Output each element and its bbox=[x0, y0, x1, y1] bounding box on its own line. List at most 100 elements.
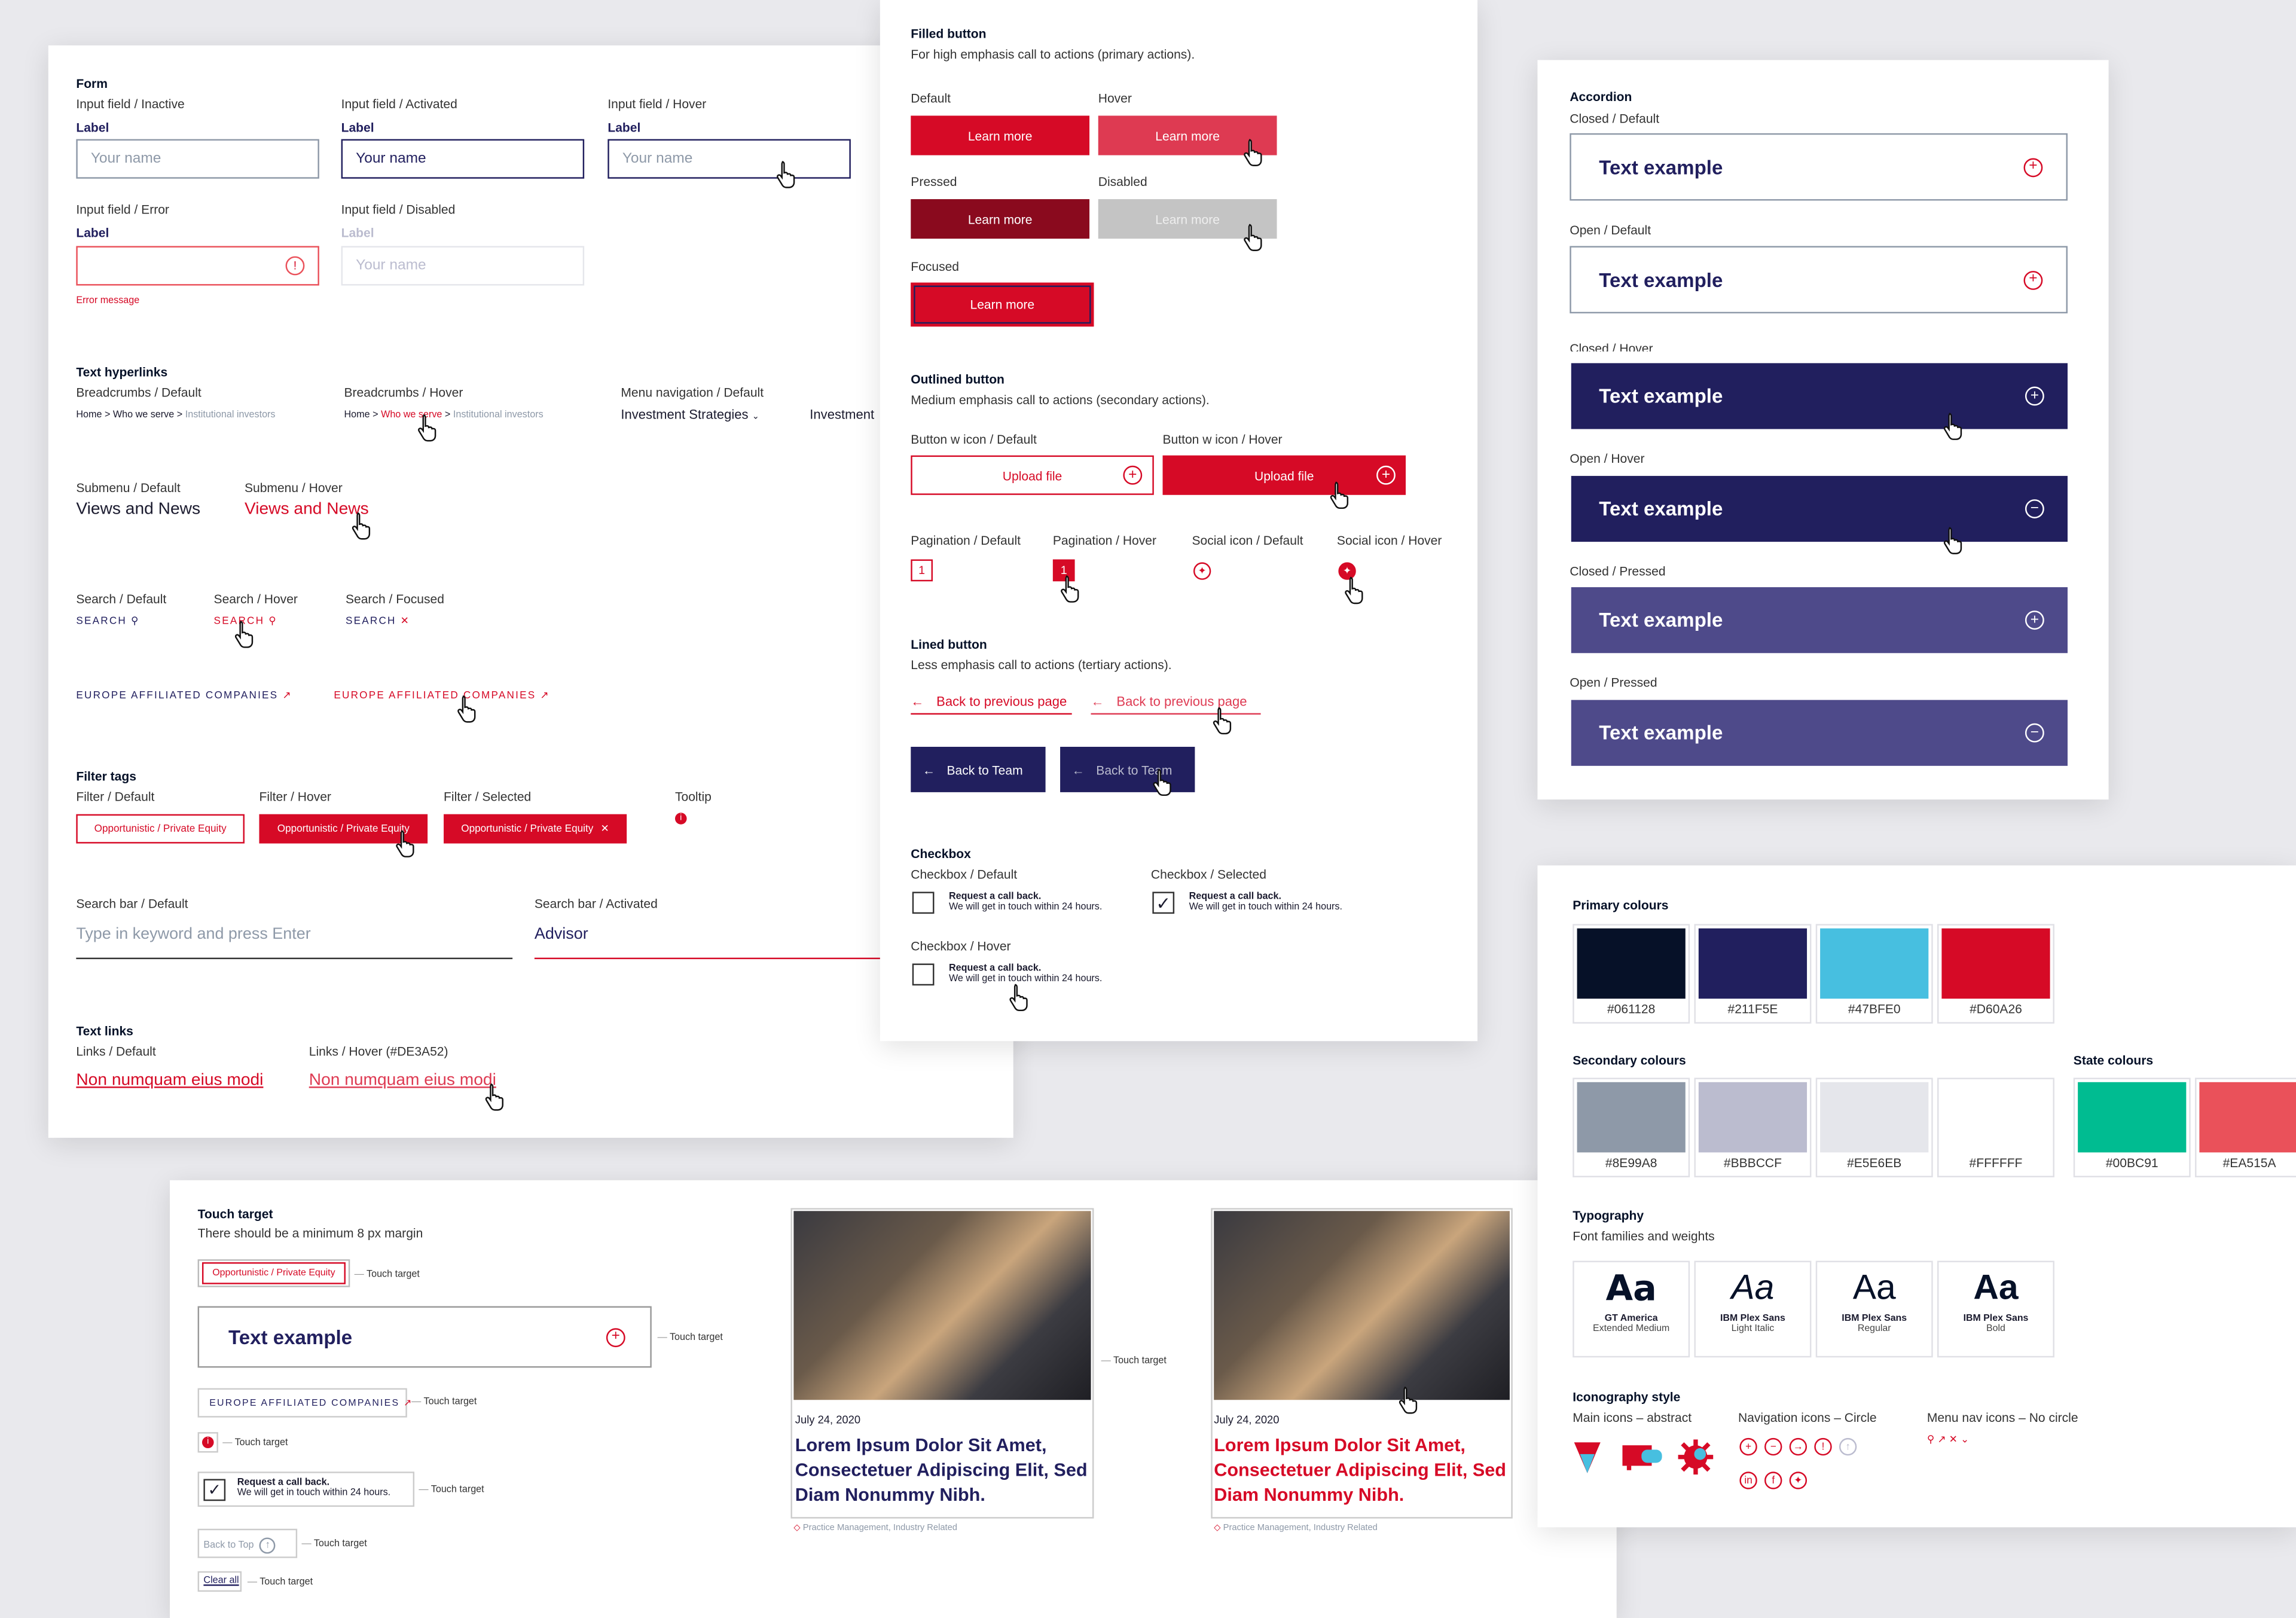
presentation-icon bbox=[1622, 1445, 1662, 1470]
name-input-inactive[interactable]: Your name bbox=[76, 139, 319, 179]
card-title: Lorem Ipsum Dolor Sit Amet, Consectetuer… bbox=[1214, 1435, 1506, 1505]
caption-pressed: Pressed bbox=[911, 174, 957, 189]
text-link-hover[interactable]: Non numquam eius modi bbox=[309, 1071, 496, 1090]
close-icon: ✕ bbox=[400, 616, 411, 627]
pagination-item[interactable]: 1 bbox=[911, 559, 933, 582]
affiliated-link[interactable]: EUROPE AFFILIATED COMPANIES ↗ bbox=[209, 1397, 413, 1409]
card-tag[interactable]: Industry Related bbox=[1313, 1524, 1378, 1534]
affiliated-link[interactable]: EUROPE AFFILIATED COMPANIES ↗ bbox=[76, 689, 292, 701]
search-label: SEARCH bbox=[76, 616, 127, 627]
checkbox-checked[interactable]: ✓ bbox=[1152, 892, 1175, 914]
learn-more-button-focused[interactable]: Learn more bbox=[911, 282, 1094, 327]
checkbox-checked[interactable]: ✓ bbox=[203, 1479, 226, 1501]
accordion-item-open[interactable]: Text example + bbox=[1570, 246, 2068, 314]
learn-more-button[interactable]: Learn more bbox=[911, 115, 1090, 155]
back-to-team-button-hover[interactable]: ← Back to Team bbox=[1060, 746, 1195, 792]
article-card-hover[interactable]: July 24, 2020 Lorem Ipsum Dolor Sit Amet… bbox=[1211, 1208, 1513, 1519]
name-input-error[interactable]: ! bbox=[76, 246, 319, 286]
accordion-item-hover[interactable]: Text example + bbox=[1571, 363, 2068, 429]
tag-icon: ◇ bbox=[793, 1524, 801, 1534]
search-link-hover[interactable]: SEARCH ⚲ bbox=[214, 615, 277, 627]
external-link-icon: ↗ bbox=[282, 691, 292, 702]
search-icon: ⚲ bbox=[1926, 1435, 1938, 1446]
breadcrumb-current: Institutional investors bbox=[453, 410, 544, 420]
breadcrumb-who[interactable]: Who we serve bbox=[112, 410, 175, 420]
checkbox[interactable] bbox=[912, 892, 935, 914]
swatch-hex: #00BC91 bbox=[2105, 1155, 2158, 1170]
menu-nav-item[interactable]: Investment Strategies ⌄ bbox=[621, 407, 759, 422]
card-tag[interactable]: Practice Management bbox=[802, 1524, 889, 1534]
breadcrumb-who-hover[interactable]: Who we serve bbox=[381, 410, 442, 420]
filter-tag-hover[interactable]: Opportunistic / Private Equity bbox=[259, 814, 428, 844]
pagination-item-hover[interactable]: 1 bbox=[1052, 559, 1075, 582]
accordion-item[interactable]: Text example + bbox=[200, 1309, 649, 1365]
back-label: Back to previous page bbox=[1116, 694, 1247, 709]
breadcrumb-home[interactable]: Home bbox=[76, 410, 102, 420]
name-input-hover[interactable]: Your name bbox=[607, 139, 851, 179]
minus-circle-icon: − bbox=[1764, 1437, 1782, 1456]
primary-title: Primary colours bbox=[1573, 897, 1669, 912]
touch-target-label: — Touch target bbox=[411, 1397, 477, 1408]
hand-cursor-icon bbox=[1009, 984, 1028, 1012]
menu-nav-item[interactable]: Investment bbox=[810, 407, 875, 422]
filter-tag-selected[interactable]: Opportunistic / Private Equity ✕ bbox=[444, 814, 627, 844]
filled-desc: For high emphasis call to actions (prima… bbox=[911, 47, 1195, 62]
typography-title: Typography bbox=[1573, 1208, 1644, 1223]
info-tooltip-icon[interactable]: i bbox=[201, 1436, 214, 1449]
tag-icon: ◇ bbox=[1214, 1524, 1221, 1534]
input-label: Label bbox=[76, 225, 109, 240]
search-bar-input-activated[interactable]: Advisor bbox=[534, 921, 930, 960]
touch-target-label: — Touch target bbox=[354, 1269, 420, 1280]
accordion-label: Text example bbox=[1599, 609, 1723, 631]
breadcrumb-separator: > bbox=[444, 410, 451, 420]
card-tag[interactable]: Practice Management bbox=[1223, 1524, 1309, 1534]
back-to-top-button[interactable]: Back to Top ↑ bbox=[203, 1537, 276, 1554]
accordion-item-pressed[interactable]: Text example + bbox=[1571, 587, 2068, 654]
clear-all-link[interactable]: Clear all bbox=[203, 1576, 239, 1586]
filter-tag[interactable]: Opportunistic / Private Equity bbox=[76, 814, 245, 844]
text-link[interactable]: Non numquam eius modi bbox=[76, 1071, 264, 1090]
accordion-item[interactable]: Text example + bbox=[1570, 133, 2068, 201]
textlinks-title: Text links bbox=[76, 1023, 133, 1039]
search-link-focused[interactable]: SEARCH ✕ bbox=[346, 615, 410, 627]
arrow-left-icon: ← bbox=[1091, 694, 1104, 709]
palette-panel: Primary colours #061128 #211F5E #47BFE0 … bbox=[1537, 865, 2296, 1528]
accordion-item-open-hover[interactable]: Text example − bbox=[1571, 475, 2068, 542]
caption-searchbar-default: Search bar / Default bbox=[76, 896, 188, 911]
affiliated-link-hover[interactable]: EUROPE AFFILIATED COMPANIES ↗ bbox=[334, 689, 550, 701]
upload-file-button[interactable]: Upload file + bbox=[911, 455, 1154, 495]
learn-more-button-hover[interactable]: Learn more bbox=[1098, 115, 1277, 155]
back-link-hover[interactable]: ← Back to previous page bbox=[1091, 694, 1261, 715]
upload-label: Upload file bbox=[1002, 468, 1062, 483]
search-bar-input[interactable]: Type in keyword and press Enter bbox=[76, 921, 513, 960]
hand-cursor-icon bbox=[485, 1083, 503, 1111]
accordion-state-caption: Closed / Default bbox=[1570, 111, 1660, 126]
typography-desc: Font families and weights bbox=[1573, 1228, 1715, 1244]
card-tag[interactable]: Industry Related bbox=[893, 1524, 957, 1534]
info-tooltip-icon[interactable]: i bbox=[674, 813, 687, 825]
touch-target-label: — Touch target bbox=[419, 1485, 484, 1495]
filter-tag[interactable]: Opportunistic / Private Equity bbox=[201, 1262, 346, 1284]
submenu-link-hover[interactable]: Views and News bbox=[244, 500, 369, 518]
back-link[interactable]: ← Back to previous page bbox=[911, 694, 1072, 715]
upload-file-button-hover[interactable]: Upload file + bbox=[1162, 455, 1406, 495]
article-card[interactable]: July 24, 2020 Lorem Ipsum Dolor Sit Amet… bbox=[790, 1208, 1094, 1519]
input-value: Your name bbox=[356, 151, 426, 167]
breadcrumb-separator: > bbox=[104, 410, 111, 420]
back-to-team-button[interactable]: ← Back to Team bbox=[911, 746, 1046, 792]
filled-title: Filled button bbox=[911, 26, 987, 41]
font-weight: Regular bbox=[1857, 1323, 1891, 1335]
submenu-link[interactable]: Views and News bbox=[76, 500, 201, 518]
twitter-icon-hover[interactable]: ✦ bbox=[1338, 562, 1356, 580]
name-input-activated[interactable]: Your name bbox=[341, 139, 585, 179]
breadcrumb-current: Institutional investors bbox=[185, 410, 276, 420]
learn-more-button-pressed[interactable]: Learn more bbox=[911, 199, 1090, 239]
twitter-icon[interactable]: ✦ bbox=[1193, 562, 1211, 580]
checkbox-hover[interactable] bbox=[912, 963, 935, 986]
hyperlinks-title: Text hyperlinks bbox=[76, 364, 168, 380]
accordion-item-open-pressed[interactable]: Text example − bbox=[1571, 700, 2068, 766]
outlined-desc: Medium emphasis call to actions (seconda… bbox=[911, 392, 1210, 407]
search-link[interactable]: SEARCH ⚲ bbox=[76, 615, 139, 627]
breadcrumb-home[interactable]: Home bbox=[344, 410, 370, 420]
